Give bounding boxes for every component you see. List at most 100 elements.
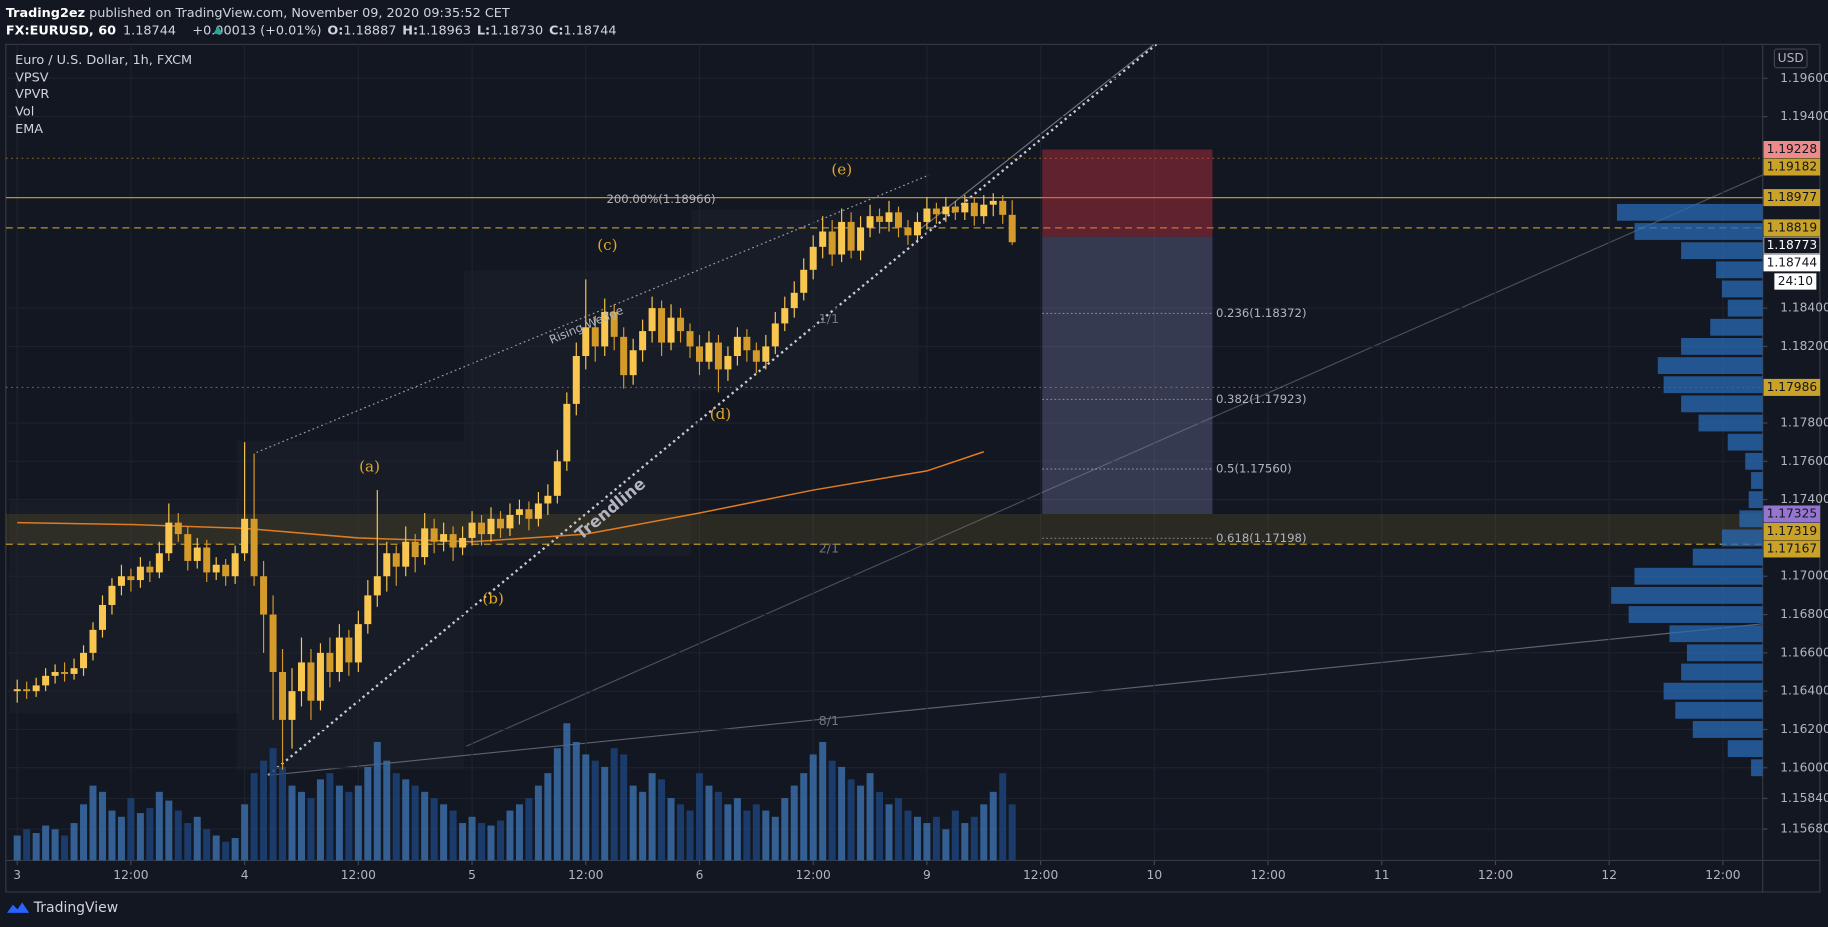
candle-body (297, 662, 305, 692)
price-label: 1.18977 (1767, 190, 1818, 204)
x-tick-label: 10 (1147, 868, 1163, 882)
profile-bar (1721, 280, 1763, 298)
candle-body (923, 208, 931, 222)
y-tick-label: 1.17600 (1780, 454, 1828, 468)
volume-bar (89, 785, 97, 861)
volume-bar (620, 754, 628, 861)
profile-bar (1692, 548, 1763, 566)
candle-body (733, 336, 741, 356)
candle-body (639, 331, 647, 351)
candle-body (534, 503, 542, 519)
candle-body (80, 652, 88, 669)
volume-bar (468, 816, 476, 861)
candle-body (23, 689, 31, 692)
y-tick-label: 1.15680 (1780, 822, 1828, 836)
y-tick-label: 1.19400 (1780, 109, 1828, 123)
profile-bar (1692, 721, 1763, 738)
price-label: 1.17986 (1767, 380, 1818, 394)
candle-body (430, 528, 438, 542)
ohlc-label: L: (477, 23, 490, 38)
candle-body (449, 534, 457, 548)
pane (5, 44, 1763, 861)
volume-bar (866, 773, 874, 861)
volume-bar (515, 804, 523, 861)
volume-bar (23, 829, 31, 861)
candle-body (961, 202, 969, 213)
profile-bar (1681, 242, 1763, 260)
profile-bar (1710, 318, 1763, 336)
profile-bar (1751, 759, 1763, 777)
volume-bar (32, 833, 40, 861)
profile-bar (1634, 223, 1763, 240)
price-label: 1.17319 (1767, 524, 1818, 538)
profile-bar (1657, 357, 1763, 374)
candle-body (487, 518, 495, 535)
volume-bar (184, 823, 192, 861)
volume-bar (648, 773, 656, 861)
x-tick-label: 3 (13, 868, 21, 882)
volume-bar (724, 804, 732, 861)
volume-bar (961, 823, 969, 861)
profile-bar (1681, 663, 1763, 681)
candle-body (838, 221, 846, 255)
volume-bar (51, 829, 59, 861)
candle-body (648, 308, 656, 332)
volume-bar (231, 838, 239, 861)
candle-body (478, 522, 486, 535)
volume-bar (80, 804, 88, 861)
wave-label: (b) (482, 589, 504, 607)
candle-body (629, 350, 637, 376)
candle-body (316, 652, 324, 701)
y-tick-label: 1.17000 (1780, 569, 1828, 583)
profile-bar (1745, 452, 1763, 470)
y-tick-label: 1.19600 (1780, 71, 1828, 85)
profile-bar (1727, 433, 1763, 451)
candle-body (724, 355, 732, 370)
volume-bar (743, 810, 751, 861)
legend-item: EMA (15, 122, 43, 137)
fib-label: 0.5(1.17560) (1216, 461, 1292, 475)
extension-label: 200.00%(1.18966) (607, 192, 716, 206)
ohlc-value: 1.18963 (418, 23, 471, 38)
published: published on TradingView.com, November 0… (85, 5, 510, 20)
candle-body (515, 509, 523, 515)
candle-body (165, 522, 173, 554)
candle-body (89, 629, 97, 653)
y-tick-label: 1.18200 (1780, 339, 1828, 353)
volume-bar (155, 791, 163, 861)
x-tick-label: 12:00 (113, 868, 148, 882)
y-tick-label: 1.16200 (1780, 722, 1828, 736)
volume-bar (174, 810, 182, 861)
candle-body (942, 206, 950, 215)
candle-body (496, 518, 504, 529)
target-zone (1042, 236, 1213, 514)
volume-bar (260, 760, 268, 861)
volume-bar (705, 785, 713, 861)
profile-bar (1721, 529, 1763, 547)
candle-body (582, 327, 590, 356)
volume-bar (61, 835, 69, 861)
candle-body (203, 547, 211, 573)
session-box (464, 271, 691, 557)
currency-box[interactable] (1773, 48, 1808, 69)
profile-bar (1681, 338, 1763, 355)
volume-bar (335, 785, 343, 861)
candle-body (440, 534, 448, 542)
profile-bar (1751, 472, 1763, 489)
volume-bar (297, 791, 305, 861)
volume-bar (658, 779, 666, 861)
profile-bar (1727, 299, 1763, 317)
trend-channel-line (920, 44, 1155, 230)
candle-body (13, 689, 21, 692)
candle-body (904, 227, 912, 236)
profile-bar (1739, 510, 1763, 528)
y-tick-label: 1.17800 (1780, 416, 1828, 430)
price-label-box (1763, 158, 1821, 176)
candle-body (658, 308, 666, 343)
wave-label: (a) (359, 458, 380, 476)
fib-label: 0.382(1.17923) (1216, 392, 1307, 406)
candle-body (705, 342, 713, 362)
candle-body (819, 231, 827, 247)
profile-bar (1748, 491, 1763, 509)
candle-body (686, 331, 694, 347)
